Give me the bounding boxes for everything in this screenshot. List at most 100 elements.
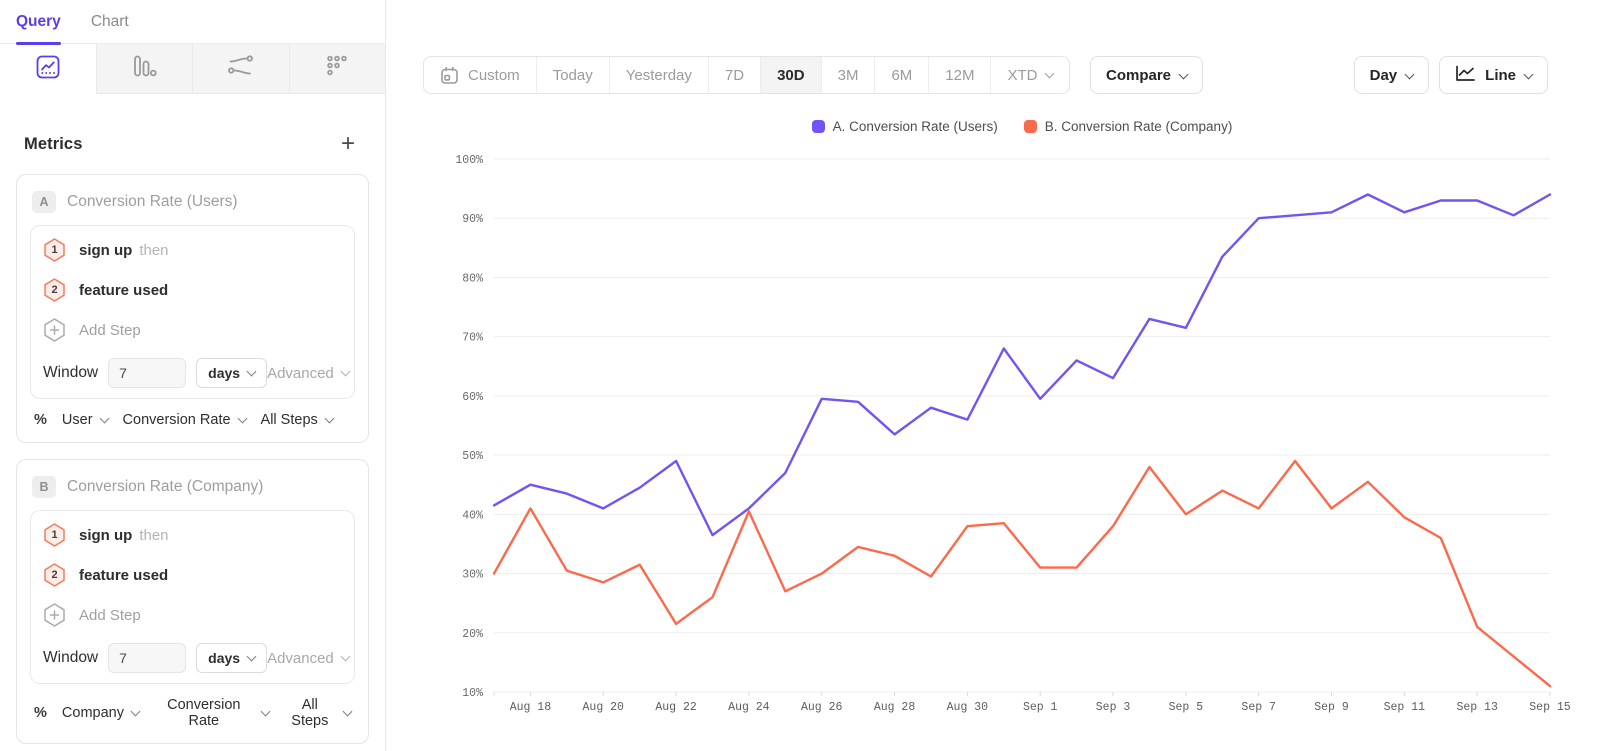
funnel-step-b2[interactable]: 2 feature used xyxy=(41,555,344,595)
line-chart-svg[interactable]: 100% 90% 80% 70% 60% 50% 40% 30% 20% 10% Aug 18 Aug… xyxy=(435,145,1600,720)
metric-title-b[interactable]: Conversion Rate (Company) xyxy=(67,478,264,495)
x-axis-label: Sep 11 xyxy=(1384,701,1426,714)
chevron-down-icon xyxy=(324,413,335,423)
date-range-label: 30D xyxy=(777,66,805,84)
date-range-12m[interactable]: 12M xyxy=(928,57,990,93)
conversion-line-chart[interactable]: 100% 90% 80% 70% 60% 50% 40% 30% 20% 10% Aug 18 Aug… xyxy=(435,145,1600,725)
x-axis-label: Aug 22 xyxy=(655,701,697,714)
steps-scope-dropdown-a[interactable]: All Steps xyxy=(261,412,335,428)
funnel-step-a2[interactable]: 2 feature used xyxy=(41,270,344,310)
window-label: Window xyxy=(43,649,99,666)
advanced-toggle[interactable]: Advanced xyxy=(267,650,351,667)
compare-button[interactable]: Compare xyxy=(1090,56,1204,94)
chart-controls: Day Line xyxy=(1353,56,1548,94)
y-axis-label: 60% xyxy=(462,391,483,404)
date-range-label: Custom xyxy=(468,66,520,84)
series-line-b[interactable] xyxy=(492,459,1552,688)
step-connector-label: then xyxy=(139,526,169,544)
date-range-6m[interactable]: 6M xyxy=(874,57,928,93)
series-line-a[interactable] xyxy=(492,193,1552,537)
chevron-down-icon xyxy=(1045,68,1055,78)
date-range-7d[interactable]: 7D xyxy=(707,57,760,93)
date-range-label: 3M xyxy=(837,66,859,84)
x-axis-label: Aug 26 xyxy=(801,701,843,714)
x-axis-label: Sep 13 xyxy=(1456,701,1498,714)
date-range-custom[interactable]: Custom xyxy=(424,57,536,93)
chart-type-dropdown[interactable]: Line xyxy=(1439,56,1548,94)
x-axis-label: Sep 3 xyxy=(1096,701,1131,714)
add-metric-button[interactable]: + xyxy=(340,130,355,157)
legend-item-b[interactable]: B. Conversion Rate (Company) xyxy=(1023,119,1233,134)
view-tab-insights[interactable] xyxy=(0,44,96,94)
add-step-button-a[interactable]: Add Step xyxy=(41,310,344,350)
view-tab-bars[interactable] xyxy=(95,44,192,94)
visualization-tabs xyxy=(0,44,385,94)
funnel-steps-box-b: 1 sign up then 2 feature used xyxy=(30,510,355,684)
calendar-icon xyxy=(440,66,459,85)
metric-badge-b: B xyxy=(32,476,56,498)
window-value-input[interactable] xyxy=(108,643,187,673)
entity-dropdown-b[interactable]: Company xyxy=(62,705,141,721)
active-tab-underline xyxy=(16,42,61,45)
percent-icon: % xyxy=(34,412,47,428)
x-axis-label: Sep 1 xyxy=(1023,701,1058,714)
query-sidebar: Query Chart xyxy=(0,0,386,751)
advanced-toggle[interactable]: Advanced xyxy=(267,365,351,382)
date-range-xtd[interactable]: XTD xyxy=(990,57,1069,93)
x-axis-label: Aug 20 xyxy=(583,701,625,714)
tab-query[interactable]: Query xyxy=(16,0,61,45)
legend-label: B. Conversion Rate (Company) xyxy=(1044,119,1233,134)
funnel-step-b1[interactable]: 1 sign up then xyxy=(41,515,344,555)
tab-chart-label: Chart xyxy=(90,12,129,30)
x-axis-label: Sep 9 xyxy=(1314,701,1349,714)
metric-type-dropdown-b[interactable]: Conversion Rate xyxy=(154,697,271,729)
chevron-down-icon xyxy=(340,651,351,661)
date-range-yesterday[interactable]: Yesterday xyxy=(608,57,708,93)
line-chart-icon xyxy=(1455,65,1476,86)
x-axis-label: Aug 24 xyxy=(728,701,770,714)
chevron-down-icon xyxy=(99,413,109,423)
step-event-name: feature used xyxy=(79,566,169,584)
y-axis-label: 20% xyxy=(462,628,483,641)
legend-swatch xyxy=(1023,120,1037,133)
date-range-today[interactable]: Today xyxy=(535,57,609,93)
percent-icon: % xyxy=(34,705,47,721)
step-connector-label: then xyxy=(139,241,169,259)
chevron-down-icon xyxy=(342,706,353,716)
window-unit-dropdown[interactable]: days xyxy=(196,358,268,388)
chevron-down-icon xyxy=(1178,69,1189,79)
date-range-30d[interactable]: 30D xyxy=(760,57,821,93)
date-range-label: XTD xyxy=(1007,66,1038,84)
chevron-down-icon xyxy=(130,706,141,716)
granularity-dropdown[interactable]: Day xyxy=(1353,56,1430,94)
add-step-label: Add Step xyxy=(79,321,141,339)
funnel-dots-icon xyxy=(325,54,349,83)
view-tab-funnel-dots[interactable] xyxy=(288,44,385,94)
window-value-input[interactable] xyxy=(108,358,187,388)
metrics-title: Metrics xyxy=(24,134,83,153)
tab-chart[interactable]: Chart xyxy=(91,0,129,43)
chevron-down-icon xyxy=(237,413,247,423)
add-step-hexagon-plus-icon xyxy=(43,318,66,342)
metric-title-a[interactable]: Conversion Rate (Users) xyxy=(67,193,238,210)
steps-scope-dropdown-b[interactable]: All Steps xyxy=(284,697,353,729)
view-tab-flows[interactable] xyxy=(192,44,289,94)
window-label: Window xyxy=(43,364,99,381)
date-range-label: 12M xyxy=(945,66,975,84)
date-range-label: 7D xyxy=(724,66,745,84)
y-axis-label: 80% xyxy=(462,272,483,285)
sidebar-tabs: Query Chart xyxy=(0,0,385,45)
add-step-button-b[interactable]: Add Step xyxy=(41,595,344,635)
date-range-3m[interactable]: 3M xyxy=(820,57,875,93)
entity-dropdown-a[interactable]: User xyxy=(62,412,109,428)
step-number-badge: 1 xyxy=(43,523,66,547)
window-unit-dropdown[interactable]: days xyxy=(196,643,268,673)
chart-main-area: Custom Today Yesterday 7D 30D 3M 6M 12M XTD Comp… xyxy=(386,0,1600,751)
legend-label: A. Conversion Rate (Users) xyxy=(832,119,998,134)
legend-item-a[interactable]: A. Conversion Rate (Users) xyxy=(811,119,998,134)
chart-panel: A. Conversion Rate (Users) B. Conversion … xyxy=(435,110,1600,722)
funnel-step-a1[interactable]: 1 sign up then xyxy=(41,230,344,270)
measurement-row-b: % Company Conversion Rate All Steps xyxy=(34,697,353,729)
y-axis-label: 70% xyxy=(462,332,483,345)
metric-type-dropdown-a[interactable]: Conversion Rate xyxy=(123,412,247,428)
